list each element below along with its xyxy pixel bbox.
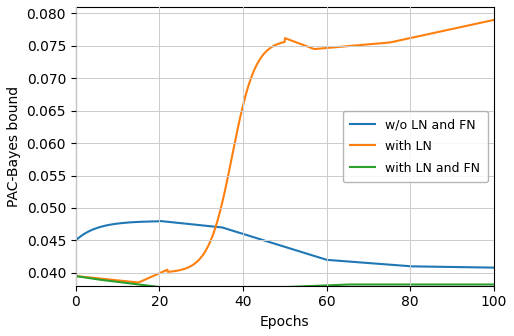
w/o LN and FN xyxy=(257,237,263,241)
Line: with LN: with LN xyxy=(76,20,494,283)
w/o LN and FN xyxy=(115,221,121,225)
w/o LN and FN xyxy=(360,261,366,265)
with LN xyxy=(360,43,366,47)
w/o LN and FN xyxy=(491,265,497,269)
with LN and FN xyxy=(156,285,162,289)
with LN and FN xyxy=(360,283,366,287)
Legend: w/o LN and FN, with LN, with LN and FN: w/o LN and FN, with LN, with LN and FN xyxy=(343,111,488,182)
with LN xyxy=(399,38,405,42)
X-axis label: Epochs: Epochs xyxy=(260,315,309,329)
w/o LN and FN xyxy=(407,264,413,268)
with LN xyxy=(135,281,141,285)
with LN xyxy=(407,36,413,40)
with LN xyxy=(242,95,248,99)
with LN xyxy=(115,279,121,283)
Line: w/o LN and FN: w/o LN and FN xyxy=(76,221,494,267)
w/o LN and FN xyxy=(72,238,79,242)
w/o LN and FN xyxy=(242,233,248,237)
with LN and FN xyxy=(407,283,413,287)
with LN and FN xyxy=(115,280,121,284)
w/o LN and FN xyxy=(156,219,162,223)
Line: with LN and FN: with LN and FN xyxy=(76,276,494,287)
with LN and FN xyxy=(491,283,497,287)
with LN and FN xyxy=(72,274,79,278)
with LN and FN xyxy=(242,285,248,289)
with LN and FN xyxy=(257,285,263,289)
with LN xyxy=(257,56,263,60)
with LN xyxy=(72,274,79,278)
with LN xyxy=(491,18,497,22)
with LN and FN xyxy=(399,283,405,287)
Y-axis label: PAC-Bayes bound: PAC-Bayes bound xyxy=(7,86,21,207)
w/o LN and FN xyxy=(399,264,405,268)
